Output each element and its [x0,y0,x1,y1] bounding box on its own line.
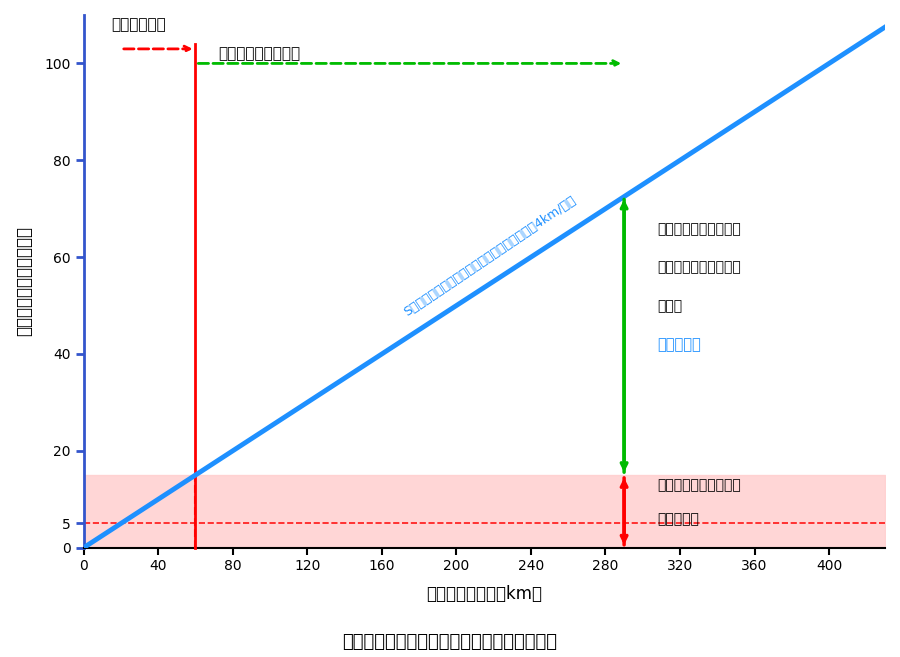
Text: 緊急地震速報が先に: 緊急地震速報が先に [218,47,300,62]
Text: 稼げる時間: 稼げる時間 [658,337,701,352]
X-axis label: 震源からの距離（km）: 震源からの距離（km） [427,585,543,602]
Text: S波の到達時間（縦軸）、到達距離（横軸）（4km/秒）: S波の到達時間（縦軸）、到達距離（横軸）（4km/秒） [401,194,579,319]
Text: かかる時間: かかる時間 [658,512,699,526]
Y-axis label: 地震発生後の時間（秒）: 地震発生後の時間（秒） [15,226,33,336]
Text: 緊急地震速報の計算に: 緊急地震速報の計算に [658,478,742,493]
Text: 地震波が到達するまで: 地震波が到達するまで [658,261,742,275]
Text: 地震波が先に: 地震波が先に [112,18,166,33]
Text: 図ー２　震源からの距離と稼げる時間の関係: 図ー２ 震源からの距離と稼げる時間の関係 [343,633,557,651]
Text: の時間: の時間 [658,300,683,313]
Text: 緊急地震速報発表後、: 緊急地震速報発表後、 [658,222,742,236]
